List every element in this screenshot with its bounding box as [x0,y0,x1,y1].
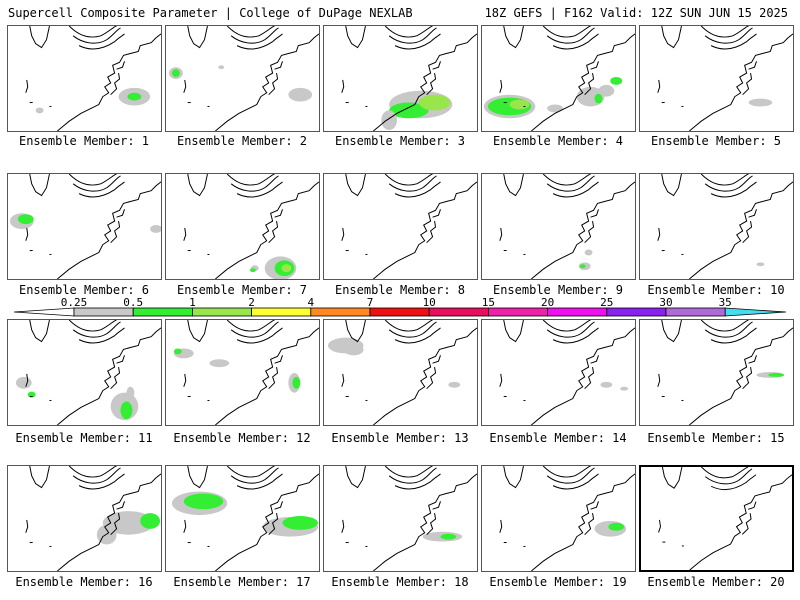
colorbar-segment [487,307,548,317]
ensemble-member-label: Ensemble Member: 4 [492,134,624,148]
colorbar-tick-label: 20 [540,296,555,309]
ensemble-member-map-14 [481,319,636,426]
ensemble-member-map-7 [165,173,320,280]
ensemble-member-label: Ensemble Member: 20 [647,575,785,589]
colorbar-segment [191,307,252,317]
valid-time-label: 18Z GEFS | F162 Valid: 12Z SUN JUN 15 20… [484,6,788,20]
ensemble-member-map-18 [323,465,478,572]
ensemble-member-label: Ensemble Member: 8 [334,283,466,297]
ensemble-member-label: Ensemble Member: 10 [647,283,785,297]
ensemble-member-map-19 [481,465,636,572]
colorbar-tick-label: 4 [307,296,315,309]
ensemble-member-label: Ensemble Member: 19 [489,575,627,589]
ensemble-member-map-20 [639,465,794,572]
colorbar-tick-label: 0.25 [60,296,88,309]
colorbar-legend [13,307,787,317]
colorbar-segment [310,307,371,317]
ensemble-member-label: Ensemble Member: 16 [15,575,153,589]
colorbar-tick-label: 35 [718,296,732,309]
colorbar-tick-label: 0.5 [123,296,144,309]
ensemble-member-map-13 [323,319,478,426]
colorbar-segment [369,307,430,317]
ensemble-member-map-5 [639,25,794,132]
ensemble-member-label: Ensemble Member: 11 [15,431,153,445]
ensemble-member-map-1 [7,25,162,132]
ensemble-member-map-8 [323,173,478,280]
colorbar-tick-label: 10 [422,296,436,309]
colorbar-min-arrow [13,307,75,317]
colorbar-tick-label: 15 [481,296,496,309]
colorbar-segment [132,307,193,317]
ensemble-member-label: Ensemble Member: 5 [650,134,782,148]
ensemble-member-label: Ensemble Member: 15 [647,431,785,445]
ensemble-member-map-12 [165,319,320,426]
colorbar-segment [606,307,667,317]
ensemble-member-label: Ensemble Member: 3 [334,134,466,148]
colorbar-tick-label: 1 [189,296,196,309]
ensemble-member-map-9 [481,173,636,280]
ensemble-member-label: Ensemble Member: 7 [176,283,308,297]
ensemble-member-label: Ensemble Member: 2 [176,134,308,148]
colorbar-max-arrow [724,307,787,317]
ensemble-member-label: Ensemble Member: 1 [18,134,150,148]
ensemble-member-map-15 [639,319,794,426]
ensemble-member-map-6 [7,173,162,280]
ensemble-member-map-10 [639,173,794,280]
map-title: Supercell Composite Parameter | College … [8,6,413,20]
colorbar-segment [251,307,312,317]
colorbar-tick-label: 2 [248,296,255,309]
ensemble-member-label: Ensemble Member: 14 [489,431,627,445]
ensemble-member-map-17 [165,465,320,572]
colorbar-segment [547,307,608,317]
ensemble-member-map-2 [165,25,320,132]
ensemble-member-map-3 [323,25,478,132]
colorbar-tick-label: 25 [600,296,614,309]
ensemble-member-label: Ensemble Member: 17 [173,575,311,589]
colorbar-tick-label: 7 [366,296,374,309]
ensemble-member-label: Ensemble Member: 12 [173,431,311,445]
ensemble-member-label: Ensemble Member: 6 [18,283,150,297]
colorbar-tick-label: 30 [659,296,673,309]
ensemble-member-label: Ensemble Member: 13 [331,431,469,445]
ensemble-member-label: Ensemble Member: 18 [331,575,469,589]
colorbar-segment [428,307,489,317]
ensemble-member-map-16 [7,465,162,572]
ensemble-member-map-4 [481,25,636,132]
colorbar-segment [73,307,134,317]
ensemble-member-map-11 [7,319,162,426]
ensemble-member-label: Ensemble Member: 9 [492,283,624,297]
colorbar-segment [665,307,726,317]
